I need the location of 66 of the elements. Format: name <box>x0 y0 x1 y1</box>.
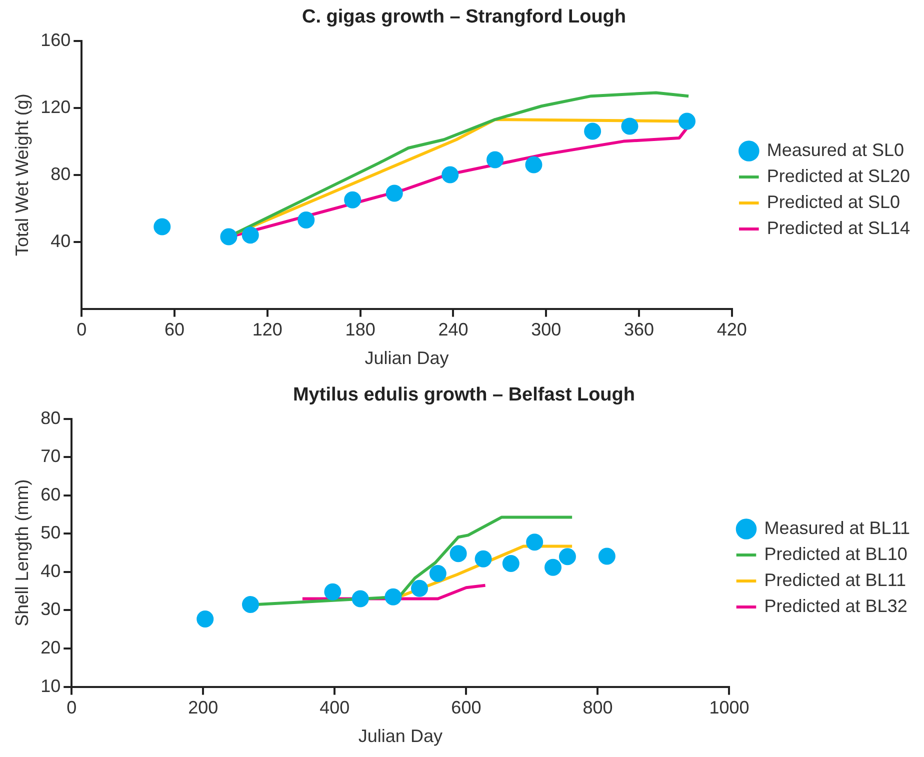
x-tick-label: 400 <box>320 698 350 718</box>
x-tick-label: 200 <box>188 698 218 718</box>
point <box>486 151 504 168</box>
point <box>324 583 342 600</box>
point <box>220 228 238 246</box>
x-tick-label: 120 <box>252 320 282 340</box>
x-axis-title: Julian Day <box>364 348 449 368</box>
legend-label: Predicted at BL10 <box>764 544 908 564</box>
point <box>678 112 696 130</box>
point <box>384 588 402 606</box>
y-tick-label: 80 <box>50 164 71 184</box>
point <box>450 545 467 562</box>
x-tick-label: 1000 <box>709 698 750 718</box>
x-tick-label: 60 <box>164 320 185 340</box>
x-tick-label: 240 <box>438 320 468 340</box>
y-tick-label: 30 <box>40 599 61 620</box>
x-axis-title: Julian Day <box>358 726 442 746</box>
y-tick-label: 60 <box>40 484 61 504</box>
y-tick-label: 120 <box>40 96 71 117</box>
point <box>154 218 171 236</box>
point <box>526 534 544 551</box>
chart-title: C. gigas growth – Strangford Lough <box>302 6 626 28</box>
legend-label: Predicted at SL20 <box>766 166 910 186</box>
y-axis-title: Shell Length (mm) <box>12 479 32 626</box>
legend-label: Measured at SL0 <box>766 140 904 160</box>
x-tick-label: 600 <box>451 698 482 718</box>
point <box>344 191 362 208</box>
point <box>242 226 259 244</box>
point <box>621 118 638 135</box>
x-tick-label: 360 <box>624 320 654 340</box>
point <box>598 548 616 565</box>
legend-label: Predicted at SL14 <box>766 218 910 238</box>
point <box>298 212 315 229</box>
point <box>558 548 576 566</box>
y-tick-label: 20 <box>40 637 61 658</box>
point <box>242 596 259 613</box>
x-tick-label: 420 <box>716 320 747 340</box>
x-tick-label: 0 <box>76 320 87 340</box>
point <box>386 184 403 202</box>
chart-title: Mytilus edulis growth – Belfast Lough <box>292 384 636 406</box>
x-tick-label: 800 <box>582 698 613 718</box>
y-axis-title: Total Wet Weight (g) <box>12 94 32 256</box>
point <box>544 558 562 576</box>
y-tick-label: 10 <box>40 676 61 696</box>
point <box>584 122 602 140</box>
point <box>525 156 542 174</box>
y-tick-label: 40 <box>50 230 71 251</box>
x-tick-label: 0 <box>66 698 77 718</box>
point <box>502 555 520 572</box>
y-tick-label: 80 <box>40 408 61 428</box>
y-tick-label: 40 <box>40 560 61 581</box>
legend-label: Predicted at SL0 <box>766 192 900 212</box>
x-tick-label: 180 <box>345 320 376 340</box>
y-tick-label: 70 <box>40 446 61 466</box>
legend-label: Predicted at BL11 <box>764 570 906 590</box>
legend-label: Measured at BL11 <box>764 518 910 538</box>
x-tick-label: 300 <box>531 320 562 340</box>
y-tick-label: 50 <box>40 522 61 543</box>
point <box>352 590 369 608</box>
point <box>411 580 428 597</box>
point <box>442 166 459 184</box>
point <box>196 610 214 628</box>
legend-label: Predicted at BL32 <box>764 596 908 616</box>
point <box>429 564 446 582</box>
y-tick-label: 160 <box>40 30 71 50</box>
point <box>474 550 492 568</box>
